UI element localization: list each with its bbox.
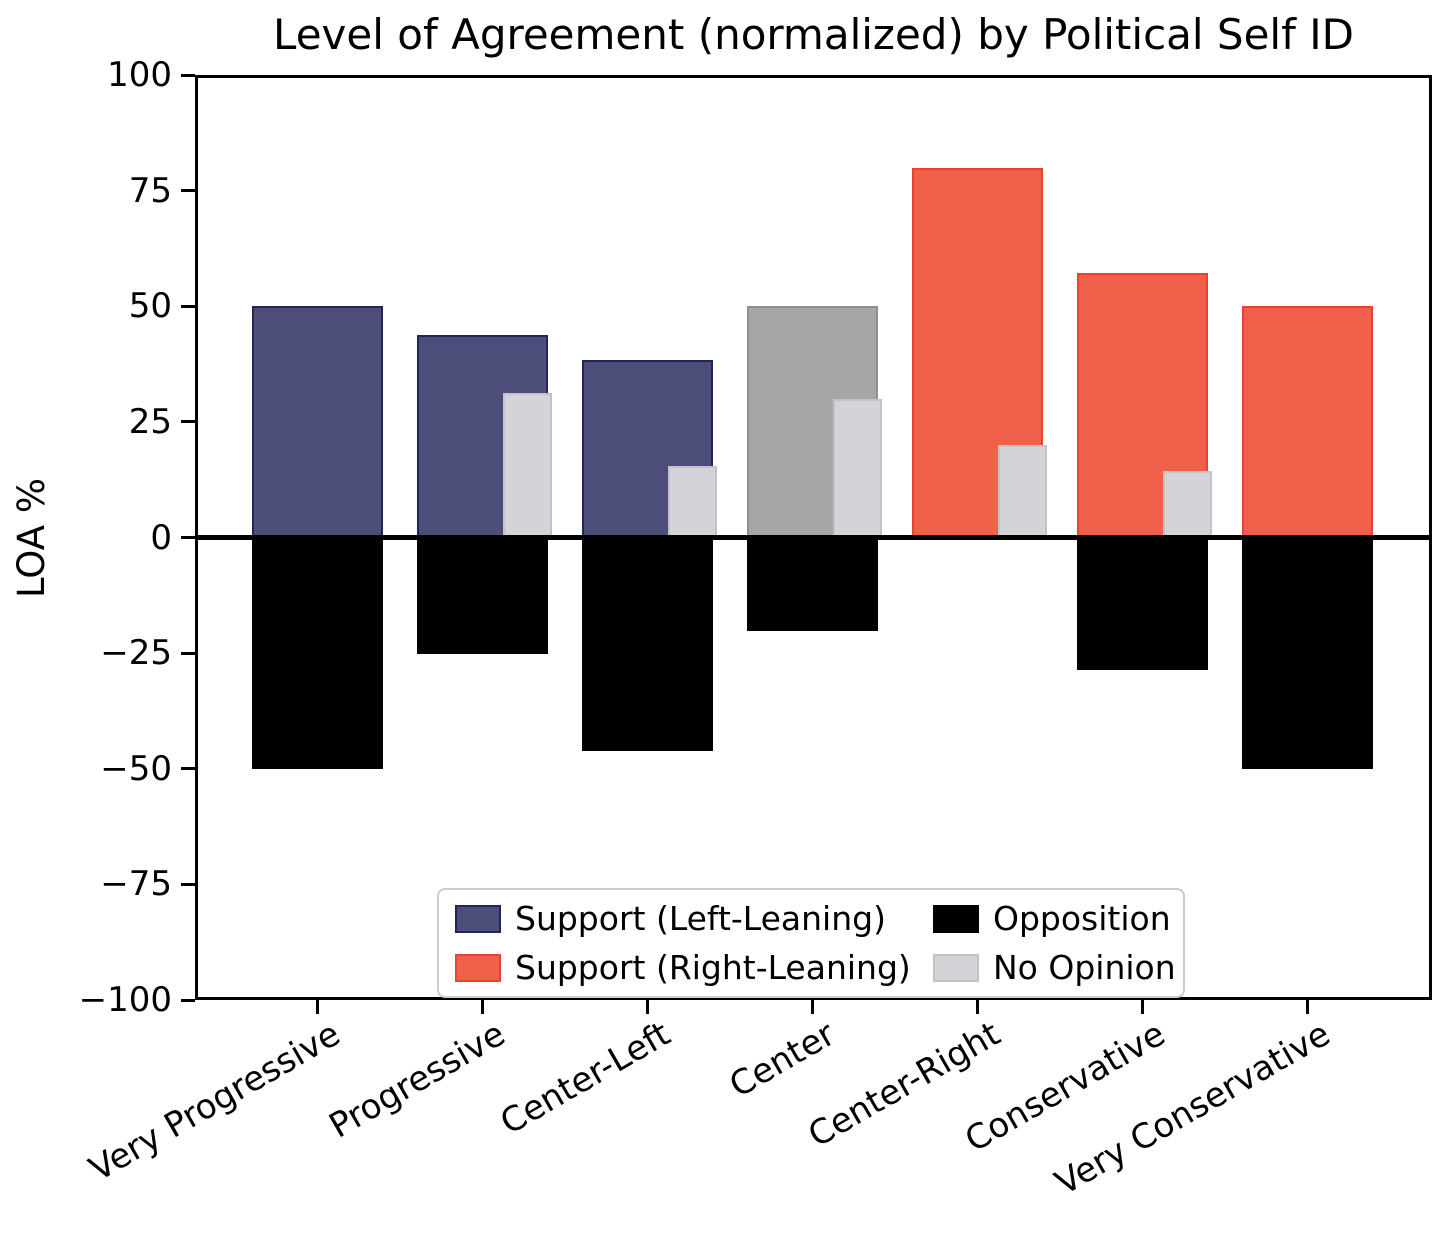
bar-no-opinion-progressive: [503, 393, 552, 538]
bar-opposition-conservative: [1077, 538, 1208, 670]
y-tick--100: [181, 999, 195, 1002]
bar-opposition-very-conservative: [1242, 538, 1373, 769]
y-tick-label--50: −50: [100, 749, 172, 789]
zero-baseline: [195, 535, 1432, 540]
legend: Support (Left-Leaning) Support (Right-Lea…: [437, 888, 1185, 998]
bar-no-opinion-center: [833, 399, 882, 538]
y-tick-label--75: −75: [100, 864, 172, 904]
y-tick-label-25: 25: [128, 402, 172, 442]
y-tick-100: [181, 74, 195, 77]
x-tick-center-right: [976, 1000, 979, 1014]
legend-swatch-no-opinion: [933, 954, 979, 982]
legend-label-no-opinion: No Opinion: [993, 948, 1176, 987]
y-tick-0: [181, 536, 195, 539]
y-tick--75: [181, 883, 195, 886]
bar-opposition-center-left: [582, 538, 713, 751]
x-tick-very-progressive: [316, 1000, 319, 1014]
x-tick-progressive: [481, 1000, 484, 1014]
y-tick-label-75: 75: [128, 171, 172, 211]
chart-title: Level of Agreement (normalized) by Polit…: [273, 10, 1354, 59]
legend-label-support-left-leaning: Support (Left-Leaning): [515, 899, 886, 938]
y-tick-50: [181, 305, 195, 308]
y-tick--50: [181, 767, 195, 770]
x-tick-center: [811, 1000, 814, 1014]
y-tick-75: [181, 189, 195, 192]
bar-opposition-very-progressive: [252, 538, 383, 769]
y-tick--25: [181, 652, 195, 655]
y-tick-label-100: 100: [107, 55, 172, 95]
y-tick-label-0: 0: [150, 518, 172, 558]
bar-opposition-center: [747, 538, 878, 631]
bar-no-opinion-conservative: [1163, 471, 1212, 537]
bar-no-opinion-center-left: [668, 466, 717, 537]
legend-label-opposition: Opposition: [993, 899, 1171, 938]
bar-support-very-conservative: [1242, 306, 1373, 537]
x-tick-center-left: [646, 1000, 649, 1014]
bar-no-opinion-center-right: [998, 445, 1047, 538]
bar-opposition-progressive: [417, 538, 548, 654]
x-tick-conservative: [1141, 1000, 1144, 1014]
y-tick-25: [181, 420, 195, 423]
x-tick-very-conservative: [1306, 1000, 1309, 1014]
legend-label-support-right-leaning: Support (Right-Leaning): [515, 948, 911, 987]
y-tick-label-50: 50: [128, 286, 172, 326]
y-tick-label--100: −100: [78, 980, 172, 1020]
legend-swatch-support-left-leaning: [455, 905, 501, 933]
legend-swatch-support-right-leaning: [455, 954, 501, 982]
y-tick-label--25: −25: [100, 633, 172, 673]
bar-support-very-progressive: [252, 306, 383, 537]
legend-swatch-opposition: [933, 905, 979, 933]
